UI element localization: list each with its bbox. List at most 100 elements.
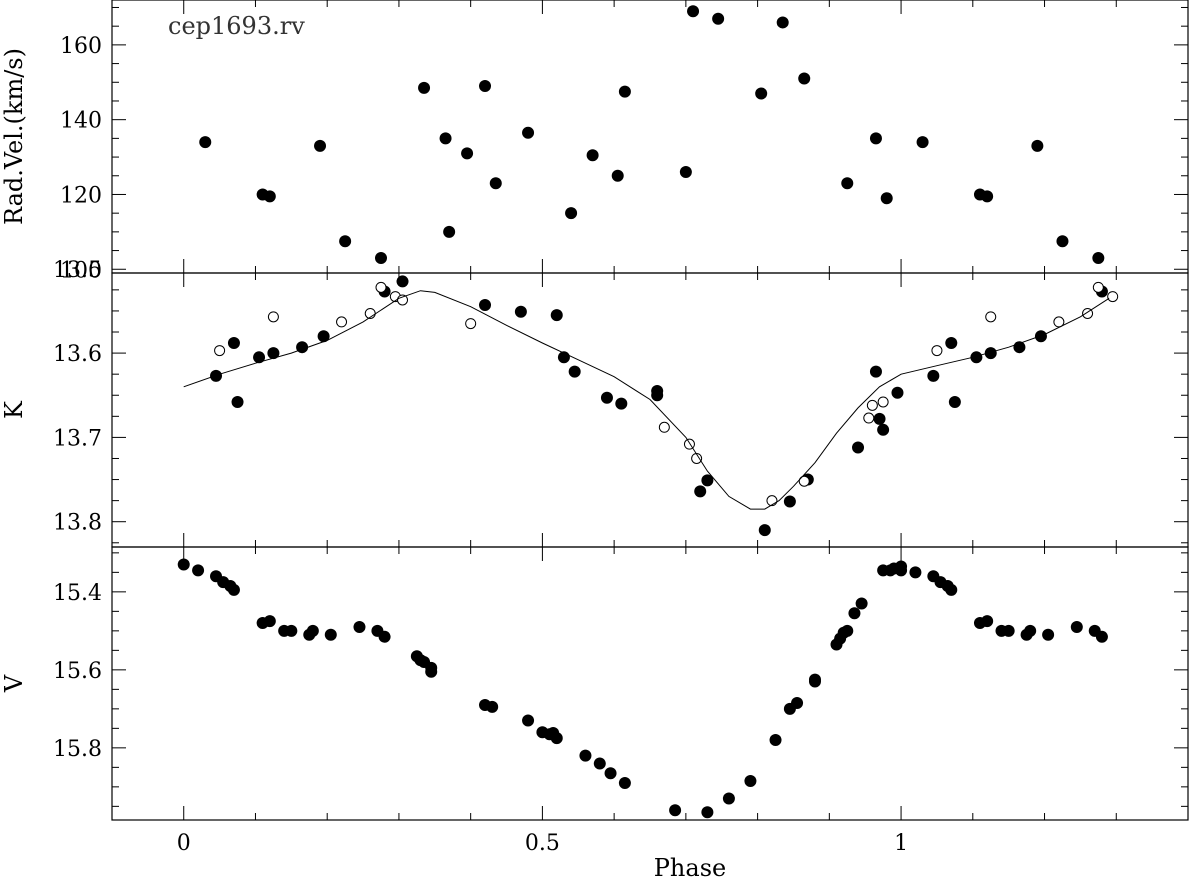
v-band-data-point — [486, 700, 499, 713]
radial-velocity-data-point — [586, 149, 599, 162]
radial-velocity-data-point — [443, 225, 456, 238]
k-band-data-point — [877, 423, 890, 436]
k-band-open-point — [658, 421, 670, 433]
radial-velocity-y-tick-label: 140 — [60, 109, 102, 134]
k-band-open-point — [1092, 281, 1104, 293]
v-band-data-point — [227, 583, 240, 596]
k-band-data-point — [694, 485, 707, 498]
v-band-data-point — [306, 624, 319, 637]
v-band-y-tick-label: 15.6 — [53, 659, 102, 684]
k-band-y-tick-label: 13.7 — [53, 426, 102, 451]
k-band-data-point — [945, 336, 958, 349]
radial-velocity-y-axis-label: Rad.Vel.(km/s) — [0, 48, 28, 225]
v-band-data-point — [353, 620, 366, 633]
radial-velocity-data-point — [1031, 139, 1044, 152]
radial-velocity-data-point — [776, 16, 789, 29]
k-band-data-point — [970, 351, 983, 364]
k-band-y-tick-label: 13.8 — [53, 511, 102, 536]
v-band-data-point — [1024, 624, 1037, 637]
v-band-data-point — [722, 792, 735, 805]
k-band-open-point — [866, 399, 878, 411]
radial-velocity-data-point — [755, 87, 768, 100]
k-band-open-point — [1107, 291, 1119, 303]
v-band-data-point — [1095, 630, 1108, 643]
v-band-data-point — [769, 734, 782, 747]
k-band-open-point — [214, 345, 226, 357]
v-band-data-point — [378, 630, 391, 643]
radial-velocity-data-point — [679, 166, 692, 179]
v-band-data-point — [909, 566, 922, 579]
v-band-y-tick-label: 15.4 — [53, 581, 102, 606]
k-band-data-point — [267, 347, 280, 360]
radial-velocity-y-tick-label: 120 — [60, 183, 102, 208]
k-band-fit-curve — [183, 290, 1110, 510]
v-band-data-point — [808, 675, 821, 688]
k-band-data-point — [568, 365, 581, 378]
radial-velocity-y-tick-label: 160 — [60, 34, 102, 59]
k-band-data-point — [296, 341, 309, 354]
v-band-data-point — [593, 757, 606, 770]
k-band-open-point — [336, 316, 348, 328]
k-band-data-point — [253, 351, 266, 364]
v-band-data-point — [1070, 620, 1083, 633]
k-band-data-point — [479, 299, 492, 312]
v-band-y-axis-label: V — [0, 674, 28, 693]
k-band-data-point — [550, 309, 563, 322]
k-band-data-point — [891, 386, 904, 399]
k-band-data-point — [783, 495, 796, 508]
v-band-x-tick-label: 1 — [894, 831, 908, 856]
k-band-data-point — [701, 474, 714, 487]
radial-velocity-data-point — [611, 169, 624, 182]
k-band-data-point — [927, 369, 940, 382]
k-band-open-point — [985, 311, 997, 323]
k-band-data-point — [600, 391, 613, 404]
radial-velocity-data-point — [199, 136, 212, 149]
radial-velocity-data-point — [880, 192, 893, 205]
radial-velocity-data-point — [314, 139, 327, 152]
radial-velocity-data-point — [981, 190, 994, 203]
k-band-data-point — [948, 395, 961, 408]
k-band-data-point — [615, 397, 628, 410]
radial-velocity-data-point — [618, 85, 631, 98]
v-band-data-point — [1002, 624, 1015, 637]
k-band-y-tick-label: 13.6 — [53, 342, 102, 367]
v-band-data-point — [855, 597, 868, 610]
v-band-data-point — [425, 665, 438, 678]
v-band-data-point — [192, 564, 205, 577]
v-band-data-point — [841, 624, 854, 637]
radial-velocity-title: cep1693.rv — [168, 12, 305, 40]
radial-velocity-data-point — [263, 190, 276, 203]
k-band-data-point — [852, 441, 865, 454]
v-band-data-point — [791, 697, 804, 709]
k-band-open-point — [397, 294, 409, 306]
radial-velocity-data-point — [565, 207, 578, 220]
radial-velocity-data-point — [687, 5, 700, 18]
v-band-data-point — [848, 607, 861, 620]
radial-velocity-data-point — [439, 132, 452, 145]
k-band-y-axis-label: K — [0, 400, 28, 419]
radial-velocity-data-point — [418, 81, 431, 94]
radial-velocity-data-point — [798, 72, 811, 85]
k-band-data-point — [984, 347, 997, 360]
k-band-y-tick-label: 13.5 — [53, 258, 102, 283]
v-band-y-tick-label: 15.8 — [53, 737, 102, 762]
k-band-data-point — [869, 365, 882, 378]
v-band-x-axis-label: Phase — [654, 854, 726, 881]
v-band-data-point — [285, 624, 298, 637]
v-band-data-point — [324, 628, 337, 641]
radial-velocity-data-point — [841, 177, 854, 190]
k-band-data-point — [231, 395, 244, 408]
v-band-x-tick-label: 0 — [177, 831, 191, 856]
k-band-open-point — [465, 318, 477, 330]
v-band-data-point — [263, 615, 276, 628]
k-band-open-point — [931, 345, 943, 357]
radial-velocity-y-tick-label: 100 — [60, 258, 102, 283]
k-band-open-point — [766, 495, 778, 507]
v-band-x-tick-label: 0.5 — [525, 831, 560, 856]
radial-velocity-data-point — [375, 252, 387, 265]
radial-velocity-data-point — [479, 80, 492, 93]
v-band-data-point — [945, 583, 958, 596]
v-band-data-point — [701, 806, 714, 819]
v-band-data-point — [744, 775, 757, 787]
